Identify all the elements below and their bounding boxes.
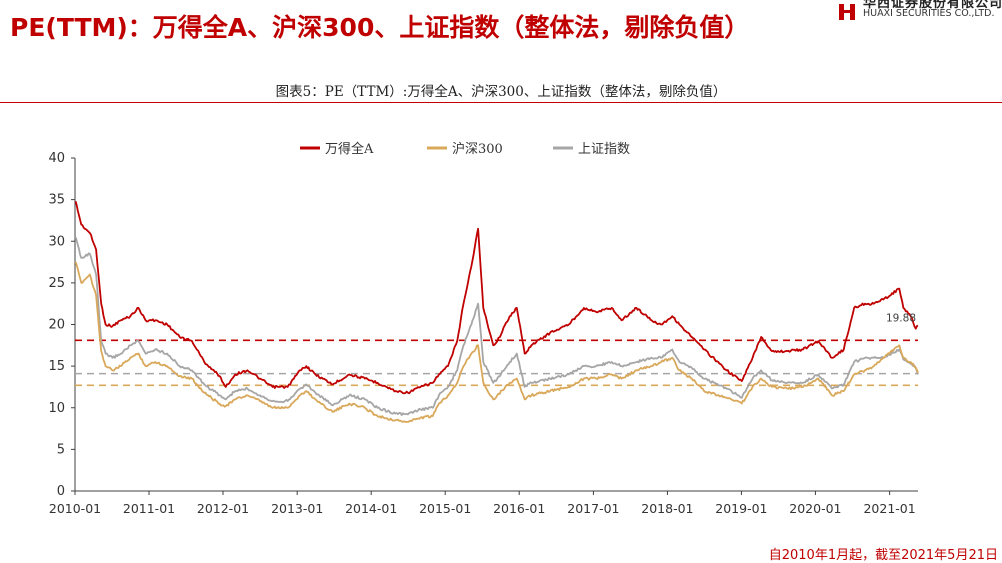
company-logo: 华西证券股份有限公司 HUAXI SECURITIES CO.,LTD. [837,0,1002,26]
x-tick-label: 2010-01 [49,501,101,516]
x-tick-label: 2020-01 [789,501,841,516]
y-tick-label: 20 [48,318,65,333]
x-tick-label: 2021-01 [863,501,915,516]
legend-label: 上证指数 [578,142,630,157]
x-tick-label: 2019-01 [715,501,767,516]
x-tick-label: 2011-01 [123,501,175,516]
y-tick-label: 10 [48,401,65,416]
x-tick-label: 2016-01 [493,501,545,516]
legend-label: 沪深300 [452,141,503,157]
series-line [74,201,919,395]
x-tick-label: 2014-01 [345,501,397,516]
x-tick-label: 2015-01 [419,501,471,516]
y-tick-label: 30 [48,234,65,249]
x-tick-label: 2017-01 [567,501,619,516]
y-tick-label: 25 [48,276,65,291]
x-tick-label: 2012-01 [197,501,249,516]
legend-label: 万得全A [325,141,374,157]
series-line [74,236,919,416]
chart-caption: 图表5：PE（TTM）:万得全A、沪深300、上证指数（整体法，剔除负值） [275,84,727,100]
y-tick-label: 35 [48,193,65,208]
y-tick-label: 5 [57,442,65,457]
date-range-footnote: 自2010年1月起，截至2021年5月21日 [768,548,998,563]
series-line [74,261,919,423]
logo-company-name-cn: 华西证券股份有限公司 [863,0,1002,11]
x-tick-label: 2018-01 [641,501,693,516]
huaxi-logo-icon [839,4,855,20]
logo-company-name-en: HUAXI SECURITIES CO.,LTD. [863,8,995,19]
end-value-label: 19.88 [886,312,916,324]
title-divider [0,102,1002,103]
y-tick-label: 0 [57,484,65,499]
x-tick-label: 2013-01 [271,501,323,516]
y-tick-label: 40 [48,151,65,166]
page-title: PE(TTM)：万得全A、沪深300、上证指数（整体法，剔除负值） [10,13,750,42]
y-tick-label: 15 [48,359,65,374]
